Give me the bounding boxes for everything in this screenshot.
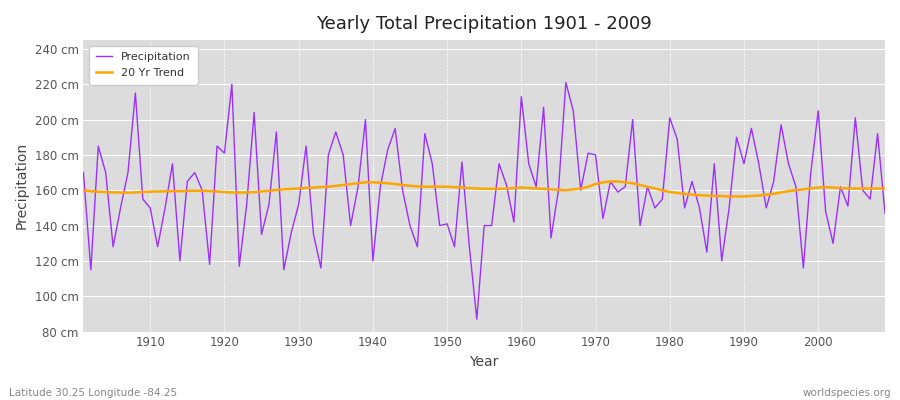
Precipitation <box>301 144 311 148</box>
20 Yr Trend <box>516 185 526 190</box>
Text: worldspecies.org: worldspecies.org <box>803 388 891 398</box>
20 Yr Trend <box>612 179 623 184</box>
20 Yr Trend <box>724 194 734 199</box>
Precipitation <box>472 317 482 322</box>
Precipitation <box>879 211 890 216</box>
Line: Precipitation: Precipitation <box>84 82 885 319</box>
Precipitation <box>346 223 356 228</box>
Precipitation <box>138 197 148 202</box>
X-axis label: Year: Year <box>470 355 499 369</box>
20 Yr Trend <box>78 188 89 193</box>
20 Yr Trend <box>138 190 148 194</box>
20 Yr Trend <box>605 179 616 184</box>
20 Yr Trend <box>879 186 890 191</box>
Precipitation <box>516 94 526 99</box>
Precipitation <box>561 80 572 85</box>
Text: Latitude 30.25 Longitude -84.25: Latitude 30.25 Longitude -84.25 <box>9 388 177 398</box>
Title: Yearly Total Precipitation 1901 - 2009: Yearly Total Precipitation 1901 - 2009 <box>316 15 652 33</box>
20 Yr Trend <box>301 186 311 190</box>
20 Yr Trend <box>346 182 356 186</box>
Precipitation <box>620 184 631 189</box>
20 Yr Trend <box>508 186 519 190</box>
Legend: Precipitation, 20 Yr Trend: Precipitation, 20 Yr Trend <box>89 46 198 84</box>
Precipitation <box>523 161 534 166</box>
Precipitation <box>78 170 89 175</box>
Y-axis label: Precipitation: Precipitation <box>15 142 29 230</box>
Line: 20 Yr Trend: 20 Yr Trend <box>84 182 885 196</box>
